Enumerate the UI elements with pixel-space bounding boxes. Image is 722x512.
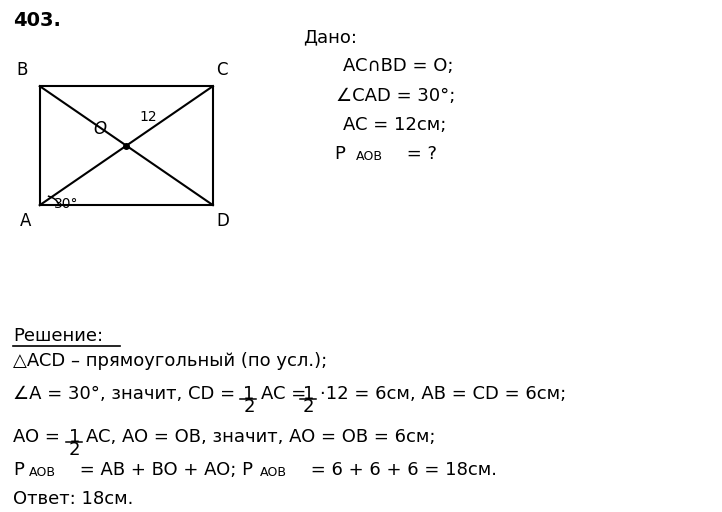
Text: ·12 = 6см, AB = CD = 6см;: ·12 = 6см, AB = CD = 6см; bbox=[320, 385, 566, 403]
Text: 1: 1 bbox=[243, 385, 255, 403]
Text: 2: 2 bbox=[69, 441, 80, 459]
Text: Решение:: Решение: bbox=[13, 327, 103, 345]
Text: 1: 1 bbox=[69, 428, 80, 446]
Text: 12: 12 bbox=[139, 110, 157, 124]
Text: 403.: 403. bbox=[13, 11, 61, 30]
Text: = 6 + 6 + 6 = 18см.: = 6 + 6 + 6 = 18см. bbox=[305, 461, 497, 479]
Text: B: B bbox=[16, 60, 27, 78]
Text: = AB + BO + AO; P: = AB + BO + AO; P bbox=[74, 461, 253, 479]
Text: P: P bbox=[334, 145, 345, 163]
Text: 2: 2 bbox=[303, 398, 314, 416]
Text: Ответ: 18см.: Ответ: 18см. bbox=[13, 490, 134, 508]
Text: AC∩BD = O;: AC∩BD = O; bbox=[343, 57, 453, 75]
Text: ∠A = 30°, значит, CD =: ∠A = 30°, значит, CD = bbox=[13, 385, 241, 403]
Text: AC = 12см;: AC = 12см; bbox=[343, 116, 446, 134]
Text: A: A bbox=[19, 212, 31, 230]
Text: ∠CAD = 30°;: ∠CAD = 30°; bbox=[336, 87, 455, 104]
Text: AC =: AC = bbox=[261, 385, 312, 403]
Text: 30°: 30° bbox=[54, 197, 79, 210]
Text: P: P bbox=[13, 461, 24, 479]
Text: АОВ: АОВ bbox=[260, 466, 287, 479]
Text: Дано:: Дано: bbox=[303, 28, 357, 46]
Text: АОВ: АОВ bbox=[29, 466, 56, 479]
Text: = ?: = ? bbox=[401, 145, 437, 163]
Text: C: C bbox=[217, 60, 228, 78]
Text: 1: 1 bbox=[303, 385, 314, 403]
Text: D: D bbox=[217, 212, 230, 230]
Text: 2: 2 bbox=[243, 398, 255, 416]
Text: △ACD – прямоугольный (по усл.);: △ACD – прямоугольный (по усл.); bbox=[13, 352, 327, 370]
Text: АОВ: АОВ bbox=[356, 151, 383, 163]
Text: AC, AO = OB, значит, AO = OB = 6см;: AC, AO = OB, значит, AO = OB = 6см; bbox=[86, 428, 435, 446]
Text: AO =: AO = bbox=[13, 428, 66, 446]
Text: O: O bbox=[94, 120, 107, 138]
